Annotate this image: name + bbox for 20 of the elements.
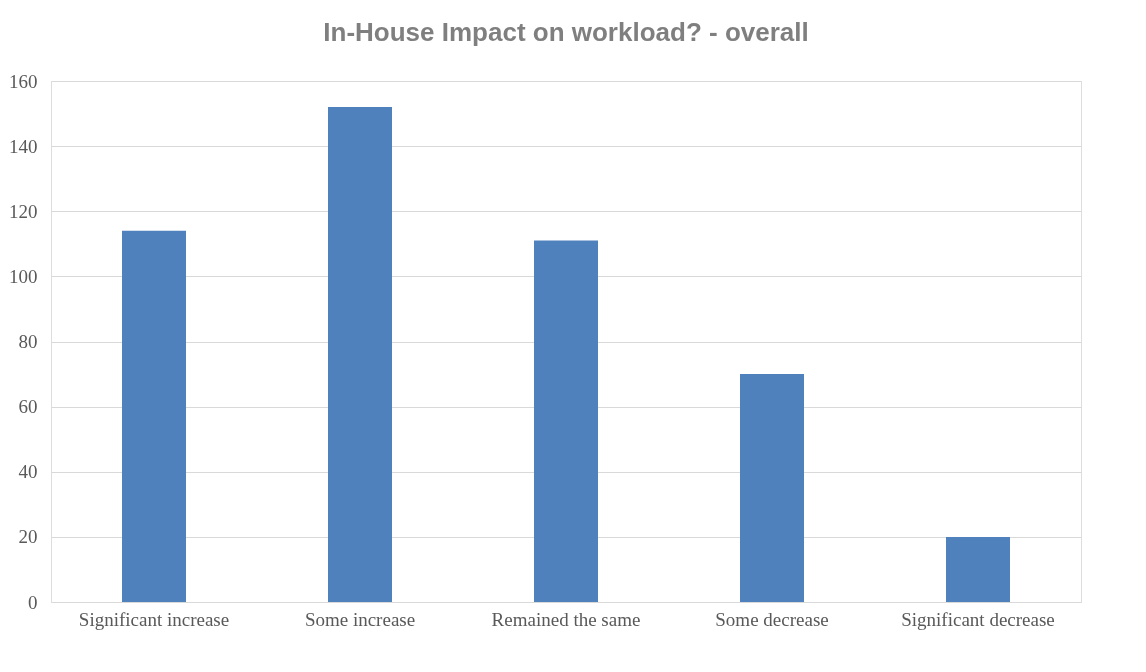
x-tick-label: Some decrease	[715, 608, 829, 630]
y-tick-label: 100	[9, 265, 38, 287]
bar	[122, 230, 186, 602]
x-tick-label: Remained the same	[491, 608, 641, 630]
bar	[328, 107, 392, 602]
y-tick-label: 80	[18, 331, 38, 352]
y-tick-label: 120	[9, 200, 38, 222]
y-tick-label: 0	[28, 591, 38, 613]
y-tick-label: 40	[18, 461, 38, 483]
x-tick-label: Significant increase	[78, 608, 230, 630]
bar	[946, 536, 1010, 602]
y-tick-label: 140	[9, 135, 38, 157]
bar	[740, 374, 804, 602]
y-tick-label: 160	[9, 70, 38, 92]
x-tick-label: Significant decrease	[901, 608, 1055, 630]
x-tick-label: Some increase	[304, 608, 416, 630]
y-tick-label: 20	[18, 526, 38, 548]
bar	[534, 240, 598, 602]
chart-title: In-House Impact on workload? - overall	[323, 17, 809, 47]
y-tick-label: 60	[18, 396, 38, 418]
